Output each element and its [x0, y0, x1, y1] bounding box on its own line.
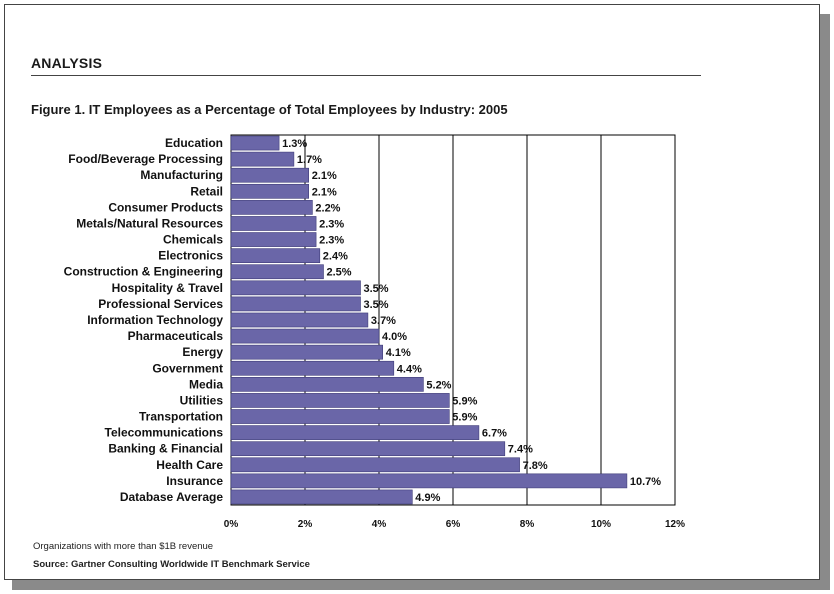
section-title: ANALYSIS [31, 55, 103, 71]
value-label-17: 5.9% [452, 412, 477, 424]
category-label-20: Health Care [156, 458, 223, 472]
category-label-5: Metals/Natural Resources [76, 216, 223, 230]
bar-18 [230, 425, 480, 440]
figure-title: Figure 1. IT Employees as a Percentage o… [31, 102, 508, 117]
value-label-0: 1.3% [282, 138, 307, 150]
value-label-18: 6.7% [482, 428, 507, 440]
x-tick-label-0: 0% [224, 519, 239, 530]
bar-4 [230, 200, 313, 215]
value-label-8: 2.5% [327, 267, 352, 279]
value-label-13: 4.1% [386, 347, 411, 359]
bar-15 [230, 377, 424, 392]
bar-13 [230, 344, 383, 360]
bar-12 [230, 328, 380, 344]
value-label-7: 2.4% [323, 251, 348, 263]
category-label-14: Government [152, 361, 223, 375]
x-tick-label-2: 4% [372, 519, 387, 530]
bar-0 [230, 135, 280, 151]
category-label-6: Chemicals [163, 233, 223, 247]
category-label-7: Electronics [158, 249, 223, 263]
category-label-3: Retail [190, 184, 223, 198]
bar-1 [230, 151, 295, 167]
x-tick-label-1: 2% [298, 519, 313, 530]
bar-chart: Education 1.3% Food/Beverage Processing 1.7… [64, 134, 685, 530]
value-label-10: 3.5% [364, 299, 389, 311]
category-label-4: Consumer Products [108, 200, 223, 214]
value-label-2: 2.1% [312, 170, 337, 182]
bar-14 [230, 360, 395, 376]
category-label-1: Food/Beverage Processing [68, 152, 223, 166]
category-label-19: Banking & Financial [108, 442, 223, 456]
category-label-0: Education [165, 136, 223, 150]
bar-22 [230, 489, 413, 505]
bar-7 [230, 248, 321, 263]
value-label-22: 4.9% [415, 492, 440, 504]
bar-21 [230, 473, 628, 489]
category-label-16: Utilities [180, 393, 224, 407]
value-label-9: 3.5% [364, 283, 389, 295]
category-label-12: Pharmaceuticals [128, 329, 224, 343]
category-label-2: Manufacturing [140, 168, 223, 182]
category-label-21: Insurance [166, 474, 223, 488]
bar-20 [230, 457, 520, 473]
value-label-19: 7.4% [508, 444, 533, 456]
x-tick-label-3: 6% [446, 519, 461, 530]
value-label-3: 2.1% [312, 186, 337, 198]
chart-footnote: Organizations with more than $1B revenue [33, 541, 214, 552]
x-tick-label-6: 12% [665, 519, 685, 530]
value-label-15: 5.2% [426, 379, 451, 391]
category-label-18: Telecommunications [105, 426, 224, 440]
category-label-15: Media [189, 377, 223, 391]
value-label-1: 1.7% [297, 154, 322, 166]
value-label-16: 5.9% [452, 395, 477, 407]
category-label-10: Professional Services [98, 297, 223, 311]
bar-3 [230, 183, 309, 199]
bar-10 [230, 296, 361, 312]
bar-9 [230, 280, 361, 296]
category-label-17: Transportation [139, 410, 223, 424]
section-divider [31, 75, 701, 76]
value-label-14: 4.4% [397, 363, 422, 375]
bar-17 [230, 409, 450, 424]
value-label-6: 2.3% [319, 235, 344, 247]
x-tick-label-4: 8% [520, 519, 535, 530]
value-label-20: 7.8% [523, 460, 548, 472]
category-label-8: Construction & Engineering [64, 265, 223, 279]
bar-16 [230, 393, 450, 408]
value-label-4: 2.2% [315, 202, 340, 214]
bar-11 [230, 312, 369, 328]
x-tick-label-5: 10% [591, 519, 611, 530]
value-label-5: 2.3% [319, 218, 344, 230]
chart-source: Source: Gartner Consulting Worldwide IT … [33, 559, 310, 570]
category-label-11: Information Technology [87, 313, 223, 327]
bar-2 [230, 167, 309, 183]
value-label-21: 10.7% [630, 476, 661, 488]
category-label-13: Energy [182, 345, 223, 359]
category-label-9: Hospitality & Travel [112, 281, 223, 295]
value-label-12: 4.0% [382, 331, 407, 343]
value-label-11: 3.7% [371, 315, 396, 327]
bar-19 [230, 441, 506, 457]
bar-6 [230, 232, 317, 247]
bar-8 [230, 264, 324, 280]
bar-5 [230, 216, 317, 231]
document-page: ANALYSIS Figure 1. IT Employees as a Per… [4, 4, 820, 580]
category-label-22: Database Average [120, 490, 223, 504]
